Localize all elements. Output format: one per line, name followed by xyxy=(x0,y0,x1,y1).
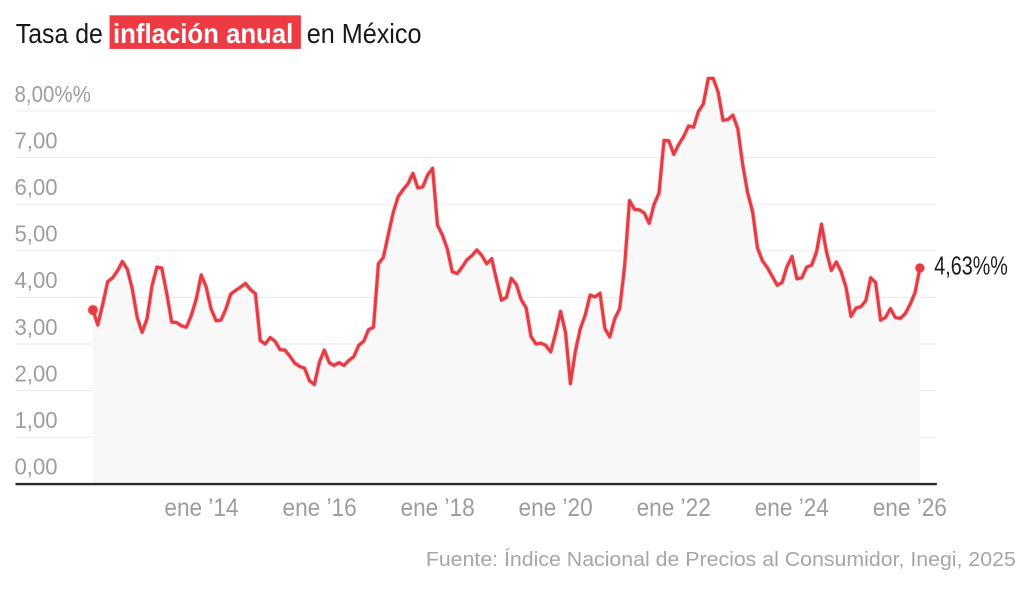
svg-text:ene ’26: ene ’26 xyxy=(873,494,947,522)
svg-text:Tasa de: Tasa de xyxy=(16,18,103,50)
svg-text:2,00: 2,00 xyxy=(15,361,58,386)
svg-text:4,63%%: 4,63%% xyxy=(934,251,1008,280)
svg-text:ene ’24: ene ’24 xyxy=(755,494,829,522)
svg-text:inflación anual: inflación anual xyxy=(113,18,293,49)
svg-text:0,00: 0,00 xyxy=(15,454,58,479)
svg-text:3,00: 3,00 xyxy=(15,314,58,339)
svg-text:7,00: 7,00 xyxy=(15,128,58,153)
svg-text:ene ’22: ene ’22 xyxy=(637,494,711,522)
svg-text:5,00: 5,00 xyxy=(15,221,58,246)
svg-text:8,00%%: 8,00%% xyxy=(15,81,91,107)
svg-text:Fuente: Índice Nacional de Pre: Fuente: Índice Nacional de Precios al Co… xyxy=(426,548,1016,571)
svg-text:1,00: 1,00 xyxy=(15,408,58,433)
svg-text:ene ’18: ene ’18 xyxy=(401,494,475,522)
svg-text:ene ’20: ene ’20 xyxy=(519,494,593,522)
svg-text:en México: en México xyxy=(307,18,422,50)
svg-text:ene ’16: ene ’16 xyxy=(283,494,357,522)
svg-text:ene ’14: ene ’14 xyxy=(164,494,238,522)
svg-text:4,00: 4,00 xyxy=(15,268,58,293)
svg-text:6,00: 6,00 xyxy=(15,175,58,200)
